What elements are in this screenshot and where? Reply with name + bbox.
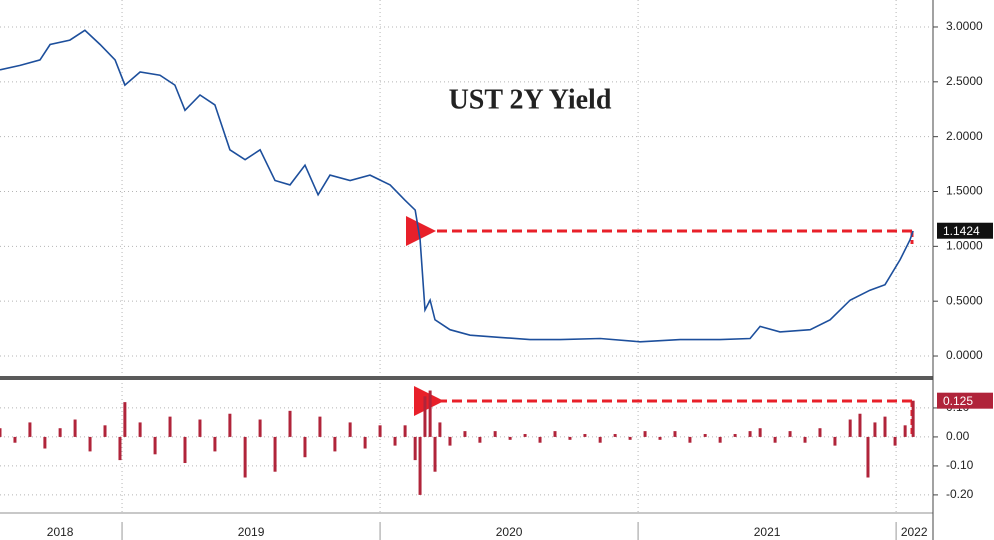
bar bbox=[523, 434, 527, 437]
bar bbox=[643, 431, 647, 437]
y-tick-label: 2.0000 bbox=[946, 129, 983, 143]
bar bbox=[198, 419, 202, 437]
x-axis-band bbox=[0, 512, 933, 514]
bar bbox=[553, 431, 557, 437]
bar bbox=[628, 436, 632, 440]
bar bbox=[848, 419, 852, 437]
bar bbox=[583, 434, 587, 437]
bar bbox=[598, 436, 602, 443]
bar bbox=[318, 416, 322, 437]
bar bbox=[43, 436, 47, 449]
bar bbox=[758, 428, 762, 437]
x-tick-label: 2018 bbox=[47, 525, 74, 539]
bar bbox=[88, 436, 92, 452]
bar bbox=[703, 434, 707, 437]
x-tick-label: 2019 bbox=[238, 525, 265, 539]
bar bbox=[423, 396, 427, 437]
bar bbox=[213, 436, 217, 452]
bar bbox=[13, 436, 17, 443]
bar bbox=[748, 431, 752, 437]
bar bbox=[568, 436, 572, 440]
bar bbox=[433, 436, 437, 472]
y-tick-label: 0.5000 bbox=[946, 293, 983, 307]
bar bbox=[866, 436, 870, 478]
bar bbox=[508, 436, 512, 440]
chart-title: UST 2Y Yield bbox=[449, 84, 612, 115]
y-tick-label: 3.0000 bbox=[946, 19, 983, 33]
bar bbox=[118, 436, 122, 461]
y-tick-label: 2.5000 bbox=[946, 74, 983, 88]
last-value-box bbox=[937, 392, 993, 409]
y-tick-label: 1.5000 bbox=[946, 184, 983, 198]
bar bbox=[183, 436, 187, 464]
bar bbox=[348, 422, 352, 437]
bar bbox=[273, 436, 277, 472]
bar bbox=[378, 425, 382, 437]
x-tick-label: 2022 bbox=[901, 525, 928, 539]
bar bbox=[673, 431, 677, 437]
bar bbox=[418, 436, 422, 495]
bar bbox=[103, 425, 107, 437]
bar bbox=[803, 436, 807, 443]
bar bbox=[493, 431, 497, 437]
y-tick-label: 0.00 bbox=[946, 429, 970, 443]
bar bbox=[733, 434, 737, 437]
bar bbox=[168, 416, 172, 437]
bar bbox=[393, 436, 397, 446]
bar bbox=[363, 436, 367, 449]
x-tick-label: 2021 bbox=[754, 525, 781, 539]
last-value-label: 1.1424 bbox=[943, 224, 980, 238]
bar bbox=[463, 431, 467, 437]
bar bbox=[58, 428, 62, 437]
panel-divider bbox=[0, 376, 933, 380]
bar bbox=[153, 436, 157, 455]
bar bbox=[448, 436, 452, 446]
bar bbox=[788, 431, 792, 437]
bar bbox=[288, 410, 292, 437]
bar bbox=[258, 419, 262, 437]
bar bbox=[903, 425, 907, 437]
bar bbox=[123, 402, 127, 437]
bar bbox=[538, 436, 542, 443]
bar bbox=[303, 436, 307, 458]
bar bbox=[858, 413, 862, 437]
bar bbox=[688, 436, 692, 443]
x-tick-label: 2020 bbox=[496, 525, 523, 539]
bar bbox=[911, 400, 915, 437]
bar bbox=[333, 436, 337, 452]
bar bbox=[0, 428, 2, 437]
bar bbox=[413, 436, 417, 461]
bar bbox=[718, 436, 722, 443]
last-value-box bbox=[937, 222, 993, 239]
bar bbox=[228, 413, 232, 437]
bar bbox=[73, 419, 77, 437]
bar bbox=[403, 425, 407, 437]
y-tick-label: -0.20 bbox=[946, 487, 974, 501]
y-tick-label: 0.0000 bbox=[946, 348, 983, 362]
bar bbox=[883, 416, 887, 437]
bar bbox=[613, 434, 617, 437]
yield-line bbox=[0, 29, 914, 343]
y-tick-label: -0.10 bbox=[946, 458, 974, 472]
bar bbox=[893, 436, 897, 446]
bar bbox=[818, 428, 822, 437]
bar bbox=[478, 436, 482, 443]
bar bbox=[438, 422, 442, 437]
bar bbox=[873, 422, 877, 437]
bar bbox=[243, 436, 247, 478]
bar bbox=[138, 422, 142, 437]
y-tick-label: 1.0000 bbox=[946, 239, 983, 253]
bar bbox=[428, 390, 432, 437]
bar bbox=[773, 436, 777, 443]
bar bbox=[28, 422, 32, 437]
last-value-label: 0.125 bbox=[943, 394, 973, 408]
bar bbox=[658, 436, 662, 440]
bar bbox=[833, 436, 837, 446]
